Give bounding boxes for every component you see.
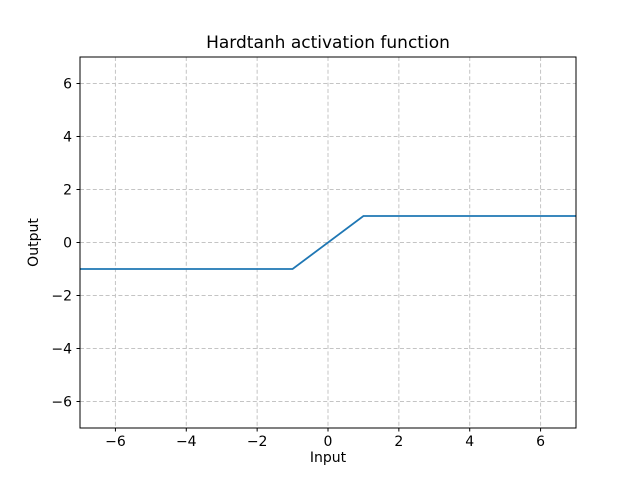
axis-ticks: −6 −4 −2 0 2 4 6 −6 −4 −2 0 2 4 6 — [51, 77, 545, 451]
x-tick-label: −2 — [247, 434, 268, 450]
x-tick-label: 4 — [465, 434, 474, 450]
y-tick-label: 2 — [63, 183, 72, 199]
chart-title: Hardtanh activation function — [206, 33, 450, 53]
grid-lines — [80, 57, 576, 428]
y-tick-label: −2 — [51, 289, 72, 305]
x-tick-label: −6 — [105, 434, 126, 450]
y-tick-label: −6 — [51, 395, 72, 411]
x-tick-label: 0 — [324, 434, 333, 450]
x-axis-label: Input — [310, 450, 347, 466]
y-axis-label: Output — [26, 218, 42, 267]
y-tick-label: 6 — [63, 77, 72, 93]
series-hardtanh — [80, 215, 576, 270]
y-tick-label: 4 — [63, 130, 72, 146]
x-tick-label: −4 — [176, 434, 197, 450]
line-series-layer — [80, 215, 576, 270]
x-tick-label: 6 — [536, 434, 545, 450]
y-tick-label: −4 — [51, 342, 72, 358]
x-tick-label: 2 — [394, 434, 403, 450]
y-tick-label: 0 — [63, 236, 72, 252]
